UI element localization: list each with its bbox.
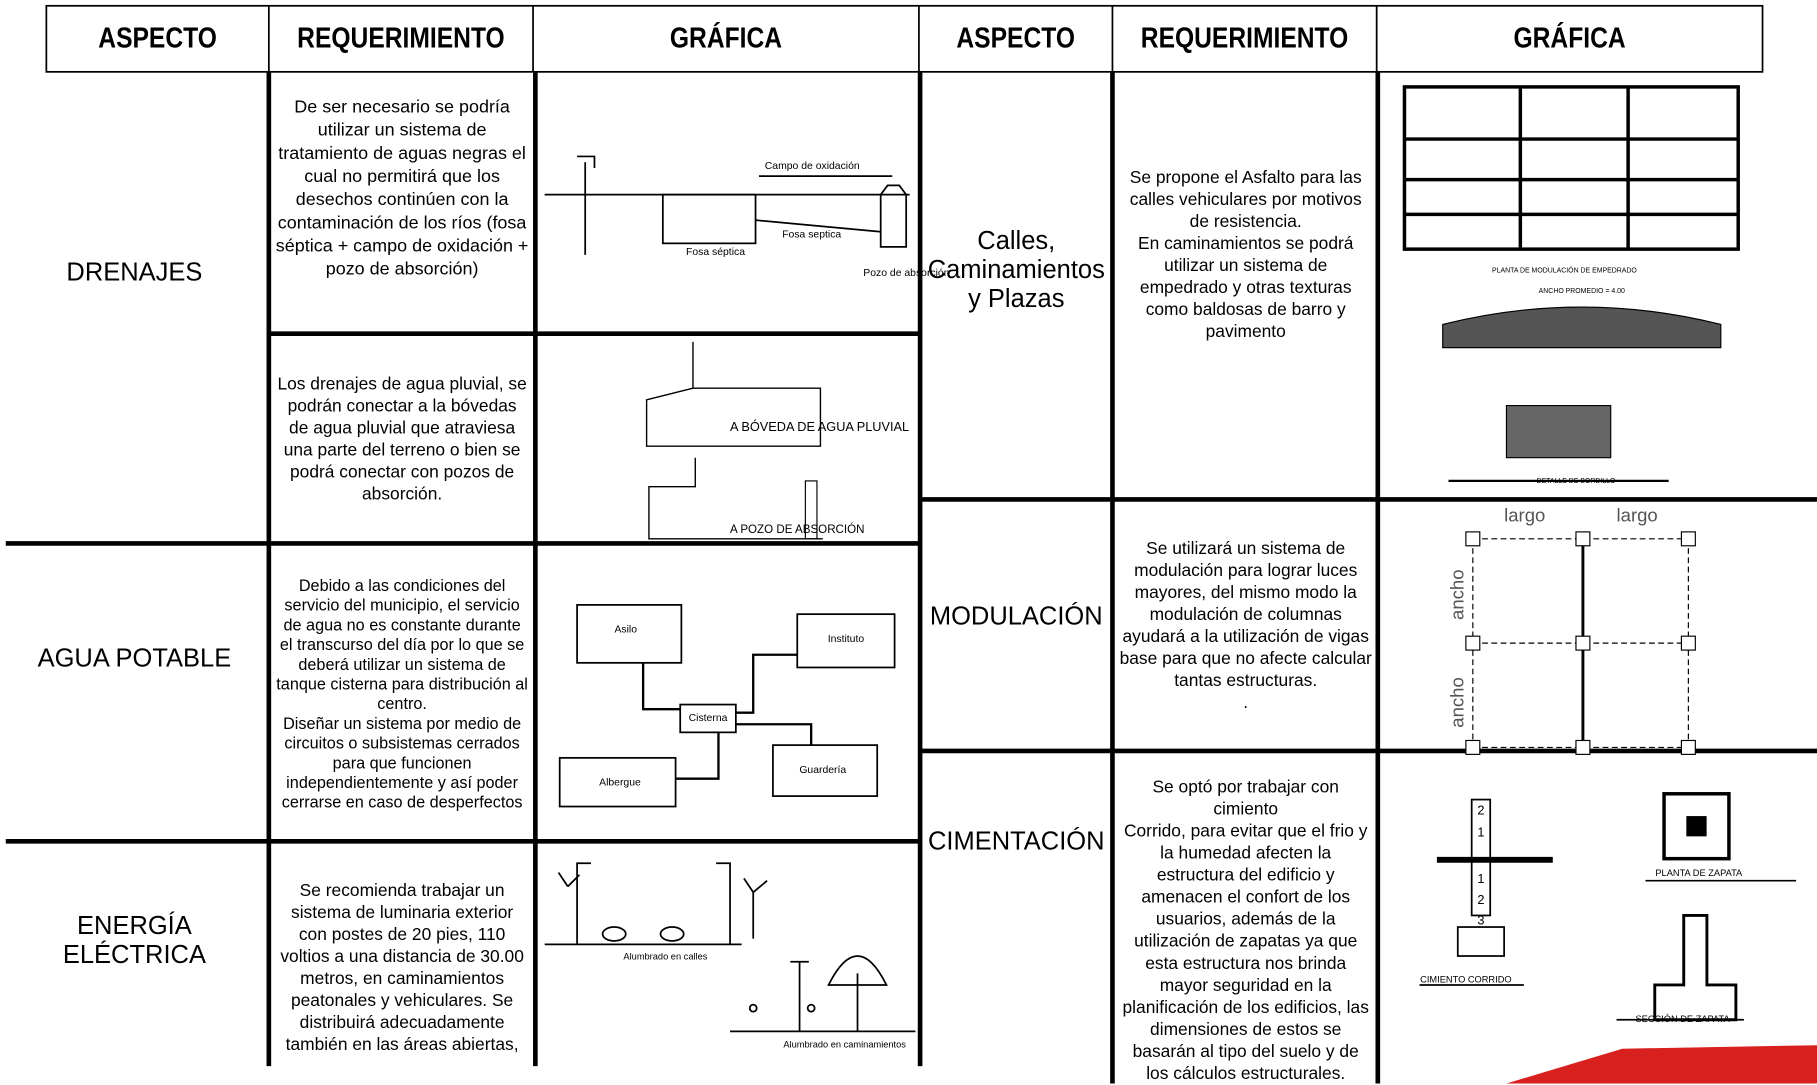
figure-label: Alumbrado en calles	[623, 951, 707, 961]
aspect: MODULACIÓN	[929, 600, 1103, 630]
drainage-sketch	[544, 155, 910, 255]
figure-label: Fosa séptica	[686, 247, 745, 258]
foundation-labels: PLANTA DE ZAPATA CIMIENTO CORRIDO SECCIÓ…	[1420, 803, 1743, 1024]
figure-label: 2	[1477, 892, 1484, 907]
figure-label: Instituto	[828, 634, 865, 645]
figure-label: Fosa septica	[782, 230, 841, 241]
figure-label: DETALLE DE BORDILLO	[1537, 478, 1617, 485]
aspect: DRENAJES	[66, 256, 203, 286]
figure-label: 3	[1477, 913, 1484, 928]
requirement: Debido a las condiciones del servicio de…	[276, 575, 528, 811]
figure-label: Cisterna	[689, 713, 728, 724]
figure-label: PLANTA DE MODULACIÓN DE EMPEDRADO	[1492, 265, 1637, 274]
aspect: CIMENTACIÓN	[927, 826, 1105, 856]
requirement: Se utilizará un sistema de modulación pa…	[1119, 538, 1372, 713]
figure-label: Guardería	[799, 765, 846, 776]
requirement: Se optó por trabajar con cimiento Corrid…	[1122, 777, 1369, 1084]
figure-label: largo	[1617, 504, 1658, 525]
figure-label: Campo de oxidación	[765, 161, 860, 172]
figure-label: PLANTA DE ZAPATA	[1655, 868, 1743, 878]
pluvial-sketch: A BÓVEDA DE AGUA PLUVIAL A POZO DE ABSOR…	[645, 341, 909, 540]
figure-label: ancho	[1447, 569, 1468, 620]
figure-label: 1	[1477, 871, 1484, 886]
modulation-grid	[1465, 531, 1696, 755]
requirement: Se recomienda trabajar un sistema de lum…	[280, 880, 524, 1055]
aspect: AGUA POTABLE	[37, 642, 232, 672]
figure-label: A POZO DE ABSORCIÓN	[730, 523, 864, 536]
figure-label: SECCIÓN DE ZAPATA	[1635, 1014, 1730, 1024]
figure-label: Alumbrado en caminamientos	[783, 1040, 906, 1050]
figure-label: Albergue	[599, 778, 641, 789]
modulation-labels: largo largo ancho ancho	[1447, 504, 1658, 727]
figure-label: Asilo	[614, 625, 637, 636]
streets-sketch	[1402, 85, 1740, 483]
figure-label: 2	[1477, 803, 1484, 818]
header-cell: ASPECTO	[956, 22, 1075, 55]
grid-lines	[5, 4, 1817, 1084]
drainage-labels: Campo de oxidación Fosa séptica Fosa sep…	[686, 161, 950, 279]
figure-label: CIMIENTO CORRIDO	[1420, 975, 1511, 985]
lighting-sketch	[544, 862, 916, 1033]
figure-label: 1	[1477, 825, 1484, 840]
figure-label: A BÓVEDA DE AGUA PLUVIAL	[730, 419, 909, 434]
aspect: ENERGÍA ELÉCTRICA	[62, 910, 206, 969]
requirement: Se propone el Asfalto para las calles ve…	[1129, 167, 1362, 342]
header-cell: GRÁFICA	[669, 22, 783, 55]
requirement: Los drenajes de agua pluvial, se podrán …	[277, 374, 527, 505]
water-labels: Asilo Instituto Cisterna Albergue Guarde…	[599, 625, 864, 789]
figure-label: largo	[1504, 504, 1545, 525]
figure-label: ANCHO PROMEDIO = 4.00	[1539, 288, 1625, 295]
header-cell: ASPECTO	[98, 22, 217, 55]
foundation-sketch	[1419, 792, 1797, 1022]
decoration	[1506, 1045, 1817, 1084]
figure-label: ancho	[1447, 677, 1468, 728]
requirement: De ser necesario se podría utilizar un s…	[275, 97, 529, 280]
header-cell: REQUERIMIENTO	[1140, 22, 1349, 55]
header-cell: GRÁFICA	[1513, 22, 1626, 55]
lighting-labels: Alumbrado en calles Alumbrado en caminam…	[623, 951, 906, 1049]
aspect: Calles, Caminamientos y Plazas	[927, 225, 1105, 313]
water-diagram	[558, 604, 896, 808]
streets-labels: PLANTA DE MODULACIÓN DE EMPEDRADO ANCHO …	[1492, 265, 1637, 485]
figure-label: Pozo de absorción	[863, 268, 949, 279]
header-cell: REQUERIMIENTO	[297, 22, 505, 55]
